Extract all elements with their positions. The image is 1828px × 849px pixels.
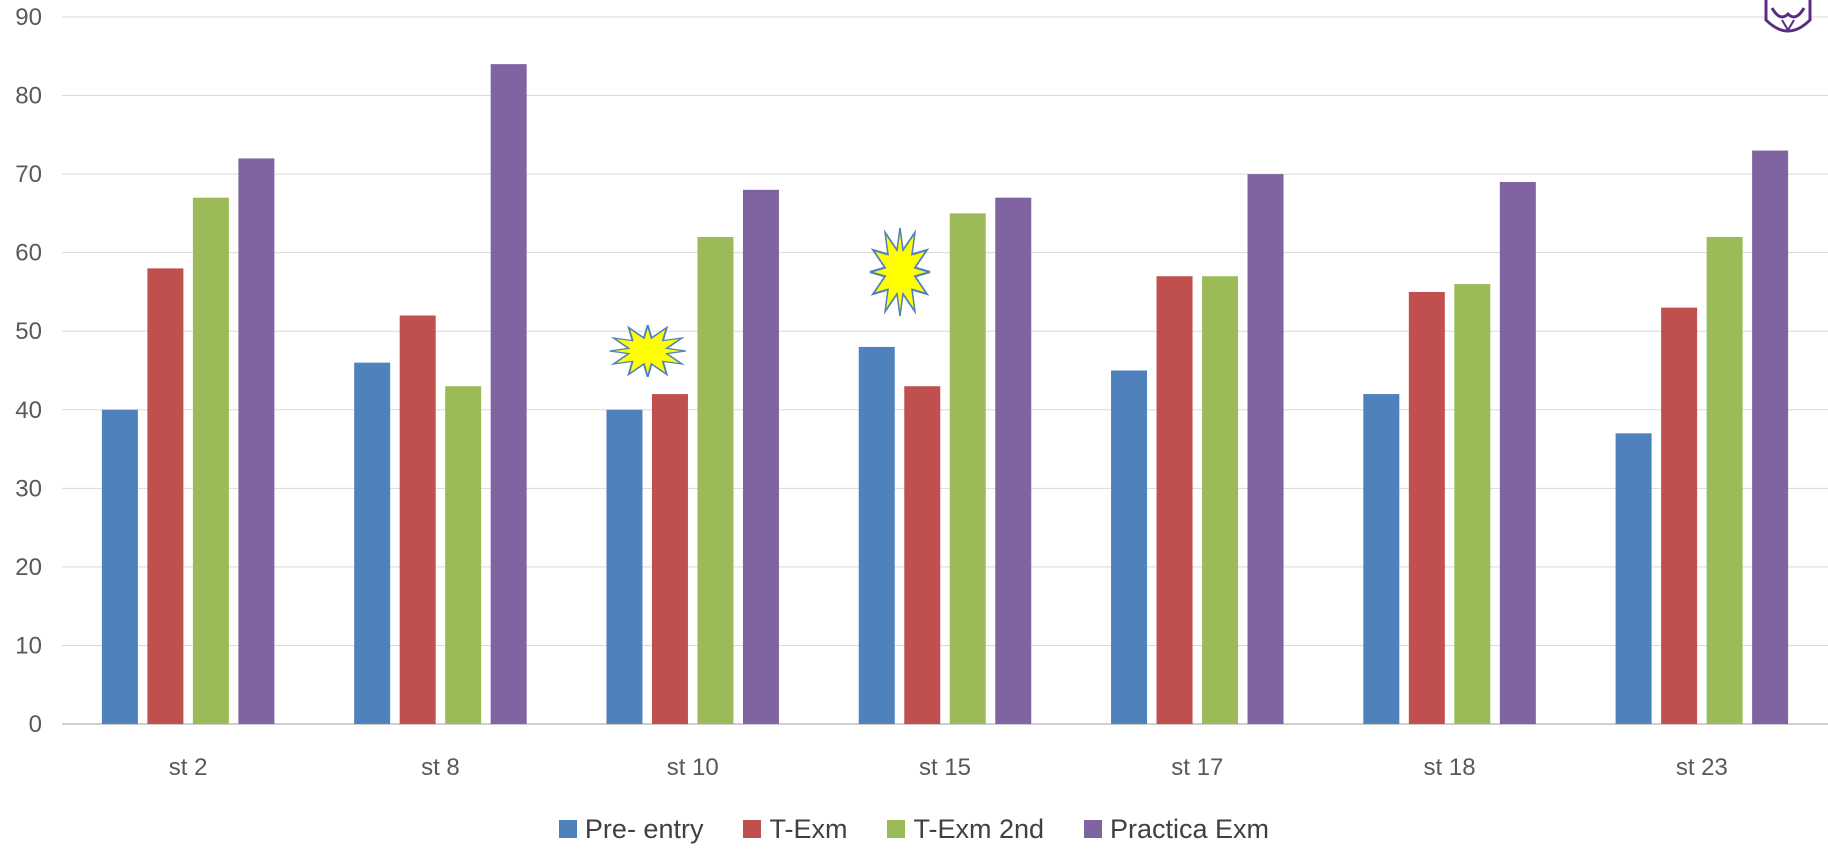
x-tick-label: st 15 <box>919 754 971 781</box>
legend-swatch <box>743 820 761 838</box>
y-tick-label: 0 <box>29 711 42 738</box>
bar-t-exm-2nd-st-23 <box>1707 237 1743 724</box>
university-crest-logo <box>1708 0 1828 45</box>
y-tick-label: 30 <box>15 475 42 502</box>
x-tick-label: st 23 <box>1676 754 1728 781</box>
bars <box>102 64 1788 724</box>
bar-pre-entry-st-23 <box>1616 433 1652 724</box>
x-tick-label: st 8 <box>421 754 460 781</box>
legend-item: Pre- entry <box>559 814 704 845</box>
bar-t-exm-st-10 <box>652 394 688 724</box>
y-axis-tick-labels: 0 10 20 30 40 50 60 70 80 90 <box>15 4 42 738</box>
gridlines <box>62 17 1828 724</box>
bar-pre-entry-st-10 <box>606 410 642 724</box>
x-tick-label: st 10 <box>667 754 719 781</box>
bar-t-exm-2nd-st-10 <box>697 237 733 724</box>
legend-label: T-Exm 2nd <box>913 814 1044 845</box>
bar-pre-entry-st-8 <box>354 363 390 724</box>
bar-t-exm-2nd-st-18 <box>1454 284 1490 724</box>
starburst-annotation <box>610 325 686 377</box>
legend-item: T-Exm <box>743 814 847 845</box>
bar-t-exm-2nd-st-2 <box>193 198 229 724</box>
bar-t-exm-2nd-st-15 <box>950 213 986 724</box>
bar-pre-entry-st-17 <box>1111 371 1147 725</box>
bar-t-exm-st-8 <box>400 316 436 724</box>
y-tick-label: 40 <box>15 397 42 424</box>
bar-practica-exm-st-8 <box>491 64 527 724</box>
y-tick-label: 60 <box>15 240 42 267</box>
bar-t-exm-st-17 <box>1157 276 1193 724</box>
bar-t-exm-2nd-st-8 <box>445 386 481 724</box>
legend-item: Practica Exm <box>1084 814 1269 845</box>
y-tick-label: 90 <box>15 4 42 31</box>
bar-t-exm-2nd-st-17 <box>1202 276 1238 724</box>
bar-practica-exm-st-23 <box>1752 151 1788 724</box>
legend-label: Practica Exm <box>1110 814 1269 845</box>
legend-label: T-Exm <box>769 814 847 845</box>
bar-t-exm-st-2 <box>147 268 183 724</box>
bar-t-exm-st-18 <box>1409 292 1445 724</box>
bar-practica-exm-st-10 <box>743 190 779 724</box>
bar-practica-exm-st-2 <box>238 158 274 724</box>
bar-t-exm-st-15 <box>904 386 940 724</box>
y-tick-label: 20 <box>15 554 42 581</box>
bar-pre-entry-st-2 <box>102 410 138 724</box>
bar-pre-entry-st-15 <box>859 347 895 724</box>
y-tick-label: 10 <box>15 632 42 659</box>
legend-swatch <box>559 820 577 838</box>
bar-practica-exm-st-17 <box>1248 174 1284 724</box>
y-tick-label: 80 <box>15 83 42 110</box>
x-tick-label: st 17 <box>1171 754 1223 781</box>
legend-swatch <box>887 820 905 838</box>
legend-swatch <box>1084 820 1102 838</box>
legend-label: Pre- entry <box>585 814 704 845</box>
x-axis-tick-labels: st 2 st 8 st 10 st 15 st 17 st 18 st 23 <box>169 754 1728 781</box>
bar-t-exm-st-23 <box>1661 308 1697 724</box>
x-tick-label: st 2 <box>169 754 208 781</box>
bar-practica-exm-st-15 <box>995 198 1031 724</box>
bar-pre-entry-st-18 <box>1363 394 1399 724</box>
starburst-annotation <box>870 228 930 316</box>
x-tick-label: st 18 <box>1424 754 1476 781</box>
legend-item: T-Exm 2nd <box>887 814 1044 845</box>
legend: Pre- entry T-Exm T-Exm 2nd Practica Exm <box>0 812 1828 846</box>
y-tick-label: 50 <box>15 318 42 345</box>
bar-practica-exm-st-18 <box>1500 182 1536 724</box>
y-tick-label: 70 <box>15 161 42 188</box>
